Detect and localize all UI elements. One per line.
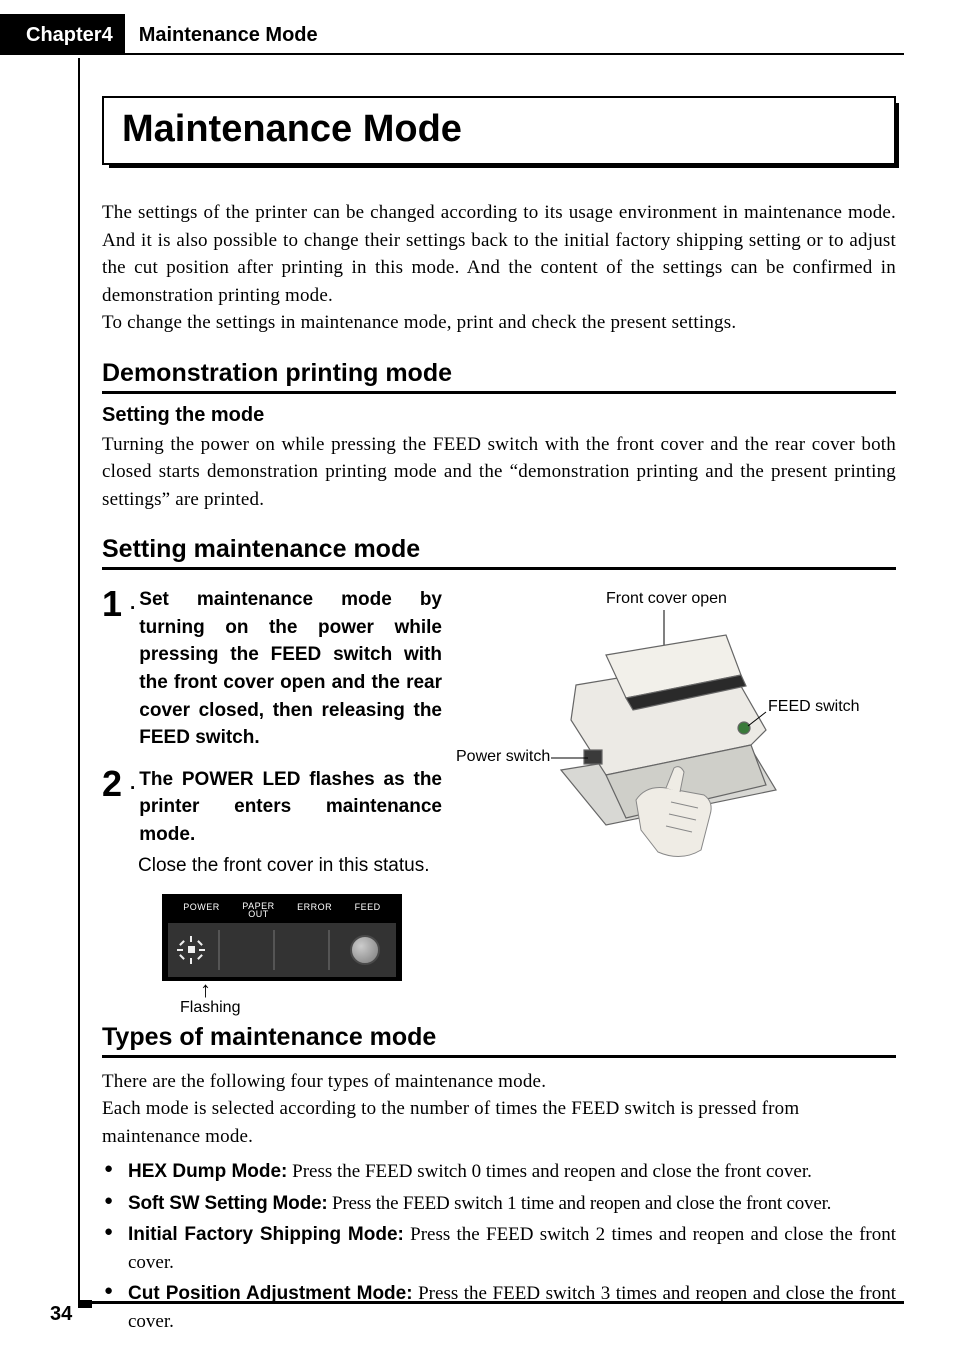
item-rest: Press the FEED switch 0 times and reopen… <box>287 1161 812 1182</box>
header-rule <box>0 53 904 55</box>
footer-rule <box>78 1301 904 1304</box>
list-item: Cut Position Adjustment Mode: Press the … <box>102 1280 896 1335</box>
printer-figure: Front cover open <box>466 590 866 870</box>
step-2-text: The POWER LED flashes as the printer ent… <box>139 766 442 849</box>
types-heading: Types of maintenance mode <box>102 1023 896 1058</box>
led-panel: POWER PAPEROUT ERROR FEED <box>162 894 402 1017</box>
led-labels-row: POWER PAPEROUT ERROR FEED <box>168 902 396 923</box>
page: Chapter4 Maintenance Mode Maintenance Mo… <box>0 0 954 1352</box>
figure-label-left: Power switch <box>456 748 550 766</box>
footer-tick <box>78 1300 92 1308</box>
step-dot: . <box>130 586 139 622</box>
chapter-title: Maintenance Mode <box>125 24 318 53</box>
intro-paragraph-1: The settings of the printer can be chang… <box>102 199 896 309</box>
page-header: Chapter4 Maintenance Mode <box>0 0 954 53</box>
figure-column: Front cover open <box>466 580 896 1016</box>
step-number: 2 <box>102 766 130 802</box>
step-1: 1 . Set maintenance mode by turning on t… <box>102 586 442 751</box>
types-intro-1: There are the following four types of ma… <box>102 1068 896 1096</box>
types-intro-2: Each mode is selected according to the n… <box>102 1095 896 1150</box>
figure-label-right: FEED switch <box>768 698 860 716</box>
demo-subheading: Setting the mode <box>102 404 896 427</box>
intro-paragraph-2: To change the settings in maintenance mo… <box>102 309 896 337</box>
item-rest: Press the FEED switch 1 time and reopen … <box>328 1193 832 1214</box>
demo-heading: Demonstration printing mode <box>102 359 896 394</box>
item-bold: Initial Factory Shipping Mode: <box>128 1224 404 1245</box>
step-1-text: Set maintenance mode by turning on the p… <box>139 586 442 751</box>
flash-arrow-icon: ↑ <box>162 981 402 999</box>
led-label-error: ERROR <box>297 902 332 919</box>
vertical-margin-line <box>78 58 80 1302</box>
led-label-power: POWER <box>183 902 220 919</box>
figure-label-top: Front cover open <box>606 590 727 608</box>
item-bold: Soft SW Setting Mode: <box>128 1193 328 1214</box>
setting-heading: Setting maintenance mode <box>102 535 896 570</box>
flashing-label: Flashing <box>162 999 402 1017</box>
demo-body: Turning the power on while pressing the … <box>102 431 896 514</box>
chapter-tab: Chapter4 <box>0 14 125 53</box>
item-bold: HEX Dump Mode: <box>128 1161 287 1182</box>
feed-button-icon <box>350 935 380 965</box>
page-title: Maintenance Mode <box>102 96 896 165</box>
step-number: 1 <box>102 586 130 622</box>
led-label-paperout: PAPEROUT <box>242 902 274 919</box>
printer-illustration <box>466 590 866 870</box>
led-label-feed: FEED <box>355 902 381 919</box>
step-2: 2 . The POWER LED flashes as the printer… <box>102 766 442 849</box>
step-dot: . <box>130 766 139 802</box>
types-list: HEX Dump Mode: Press the FEED switch 0 t… <box>102 1158 896 1335</box>
page-number: 34 <box>50 1303 72 1326</box>
list-item: Soft SW Setting Mode: Press the FEED swi… <box>102 1190 896 1218</box>
step-2-sub: Close the front cover in this status. <box>138 852 442 880</box>
list-item: Initial Factory Shipping Mode: Press the… <box>102 1221 896 1276</box>
page-title-box: Maintenance Mode <box>102 96 896 165</box>
setting-two-col: 1 . Set maintenance mode by turning on t… <box>102 580 896 1016</box>
list-item: HEX Dump Mode: Press the FEED switch 0 t… <box>102 1158 896 1186</box>
steps-column: 1 . Set maintenance mode by turning on t… <box>102 580 442 1016</box>
content-area: Maintenance Mode The settings of the pri… <box>102 96 896 1339</box>
led-area <box>168 923 396 977</box>
power-led-icon <box>184 943 198 957</box>
